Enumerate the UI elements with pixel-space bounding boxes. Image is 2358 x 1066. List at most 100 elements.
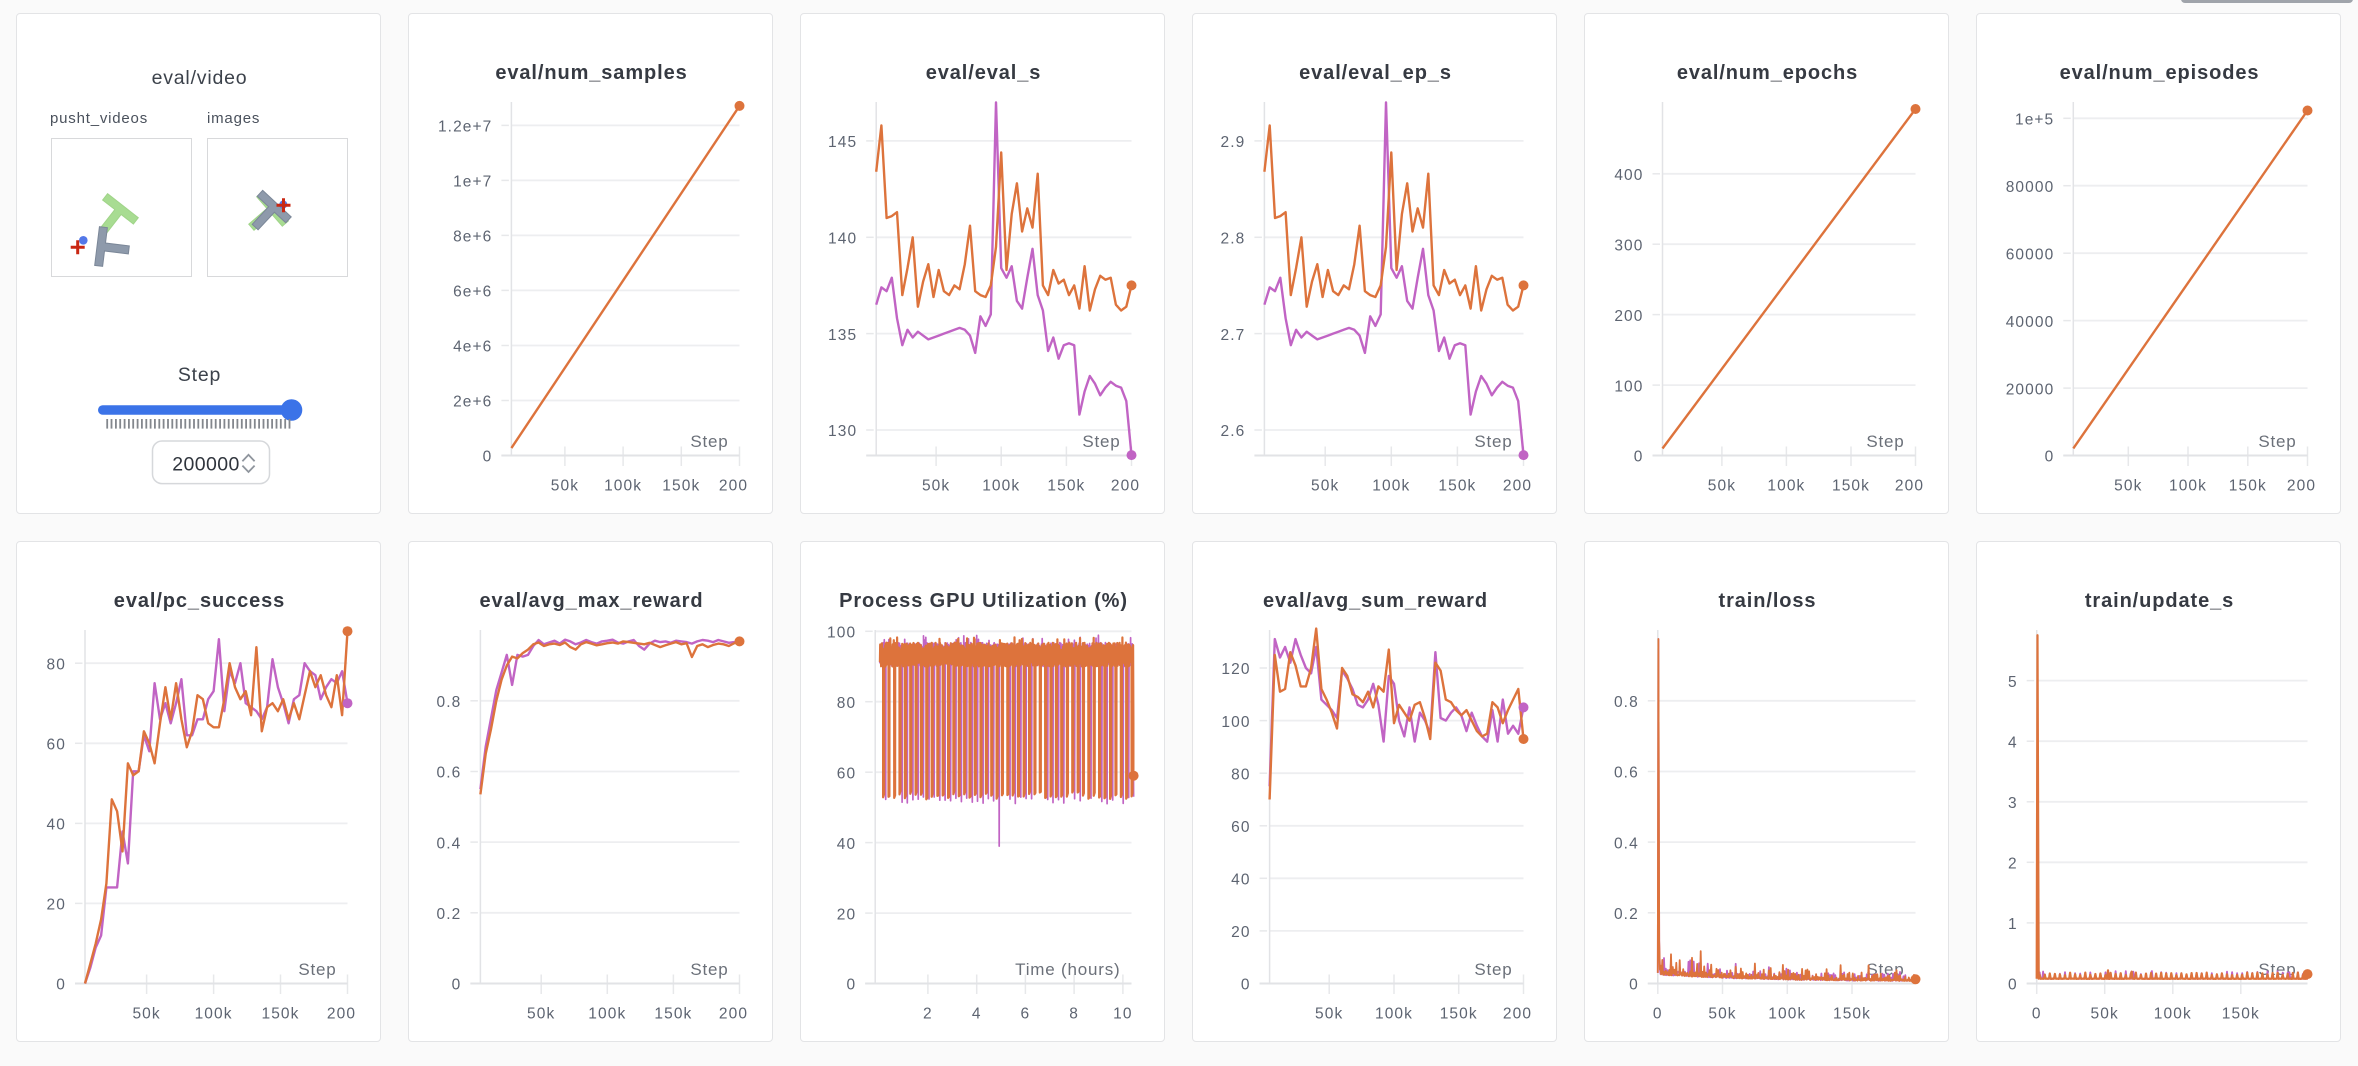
svg-text:80000: 80000 — [2006, 179, 2055, 196]
svg-text:120: 120 — [1221, 661, 1250, 678]
svg-text:50k: 50k — [922, 478, 950, 495]
svg-text:Time (hours): Time (hours) — [1015, 960, 1120, 979]
svg-text:60000: 60000 — [2006, 246, 2055, 263]
svg-text:0: 0 — [1634, 449, 1644, 466]
svg-text:eval/avg_sum_reward: eval/avg_sum_reward — [1263, 590, 1488, 612]
svg-text:100: 100 — [1221, 714, 1250, 731]
svg-text:200: 200 — [719, 1006, 748, 1023]
svg-text:50k: 50k — [527, 1006, 555, 1023]
svg-text:150k: 150k — [2222, 1006, 2260, 1023]
svg-text:40: 40 — [837, 836, 856, 853]
svg-text:0.4: 0.4 — [1614, 835, 1639, 852]
svg-text:0: 0 — [846, 977, 856, 994]
svg-text:60: 60 — [47, 737, 66, 754]
svg-text:2: 2 — [2008, 856, 2018, 873]
svg-text:0: 0 — [452, 977, 462, 994]
svg-text:400: 400 — [1614, 167, 1643, 184]
svg-text:145: 145 — [828, 134, 857, 151]
svg-text:100k: 100k — [1375, 1006, 1413, 1023]
svg-text:0: 0 — [56, 977, 66, 994]
svg-text:40: 40 — [1231, 872, 1250, 889]
svg-text:train/loss: train/loss — [1719, 590, 1817, 612]
svg-text:100k: 100k — [1372, 478, 1410, 495]
svg-text:Step: Step — [1082, 432, 1120, 451]
svg-text:8: 8 — [1069, 1006, 1079, 1023]
svg-text:1: 1 — [2008, 916, 2018, 933]
svg-text:Step: Step — [1866, 432, 1904, 451]
svg-text:50k: 50k — [2114, 478, 2142, 495]
svg-text:20: 20 — [47, 897, 66, 914]
svg-text:0.6: 0.6 — [1614, 765, 1639, 782]
svg-text:Step: Step — [298, 960, 336, 979]
svg-text:150k: 150k — [662, 478, 700, 495]
svg-text:80: 80 — [837, 695, 856, 712]
svg-text:50k: 50k — [1708, 478, 1736, 495]
svg-text:0: 0 — [2045, 449, 2055, 466]
svg-text:2e+6: 2e+6 — [453, 394, 492, 411]
svg-text:50k: 50k — [132, 1006, 160, 1023]
svg-text:0: 0 — [1241, 977, 1251, 994]
svg-text:80: 80 — [47, 656, 66, 673]
svg-text:150k: 150k — [261, 1006, 299, 1023]
svg-text:100k: 100k — [2154, 1006, 2192, 1023]
svg-text:200: 200 — [1614, 308, 1643, 325]
svg-text:4: 4 — [972, 1006, 982, 1023]
svg-text:eval/num_episodes: eval/num_episodes — [2060, 62, 2260, 84]
svg-text:8e+6: 8e+6 — [453, 229, 492, 246]
svg-text:200: 200 — [2287, 478, 2316, 495]
svg-text:4: 4 — [2008, 734, 2018, 751]
svg-text:1e+5: 1e+5 — [2015, 112, 2054, 129]
svg-text:2: 2 — [923, 1006, 933, 1023]
svg-text:10: 10 — [1113, 1006, 1132, 1023]
svg-text:200: 200 — [1895, 478, 1924, 495]
svg-text:0.6: 0.6 — [437, 765, 462, 782]
svg-text:eval/eval_s: eval/eval_s — [926, 62, 1042, 84]
svg-text:135: 135 — [828, 327, 857, 344]
svg-text:Step: Step — [690, 960, 728, 979]
svg-text:0: 0 — [483, 449, 493, 466]
svg-text:200000: 200000 — [172, 454, 239, 476]
svg-text:100k: 100k — [1768, 1006, 1806, 1023]
svg-text:200: 200 — [1503, 478, 1532, 495]
svg-text:50k: 50k — [1708, 1006, 1736, 1023]
svg-text:6e+6: 6e+6 — [453, 284, 492, 301]
svg-text:Process GPU Utilization (%): Process GPU Utilization (%) — [839, 590, 1128, 612]
svg-text:Step: Step — [1474, 960, 1512, 979]
svg-text:200: 200 — [1503, 1006, 1532, 1023]
svg-text:50k: 50k — [1315, 1006, 1343, 1023]
svg-text:0.8: 0.8 — [437, 694, 462, 711]
svg-text:140: 140 — [828, 231, 857, 248]
svg-text:3: 3 — [2008, 795, 2018, 812]
svg-text:1e+7: 1e+7 — [453, 174, 492, 191]
svg-text:0.2: 0.2 — [1614, 906, 1639, 923]
svg-text:150k: 150k — [1832, 478, 1870, 495]
svg-text:300: 300 — [1614, 237, 1643, 254]
svg-text:150k: 150k — [1047, 478, 1085, 495]
svg-text:150k: 150k — [1833, 1006, 1871, 1023]
svg-text:4e+6: 4e+6 — [453, 339, 492, 356]
svg-text:eval/num_epochs: eval/num_epochs — [1677, 62, 1858, 84]
svg-text:Step: Step — [178, 364, 221, 386]
svg-text:eval/avg_max_reward: eval/avg_max_reward — [480, 590, 704, 612]
svg-text:150k: 150k — [2229, 478, 2267, 495]
svg-text:100: 100 — [827, 625, 856, 642]
svg-text:1.2e+7: 1.2e+7 — [438, 119, 492, 136]
svg-text:0.2: 0.2 — [437, 906, 462, 923]
svg-text:Step: Step — [690, 432, 728, 451]
svg-text:100k: 100k — [604, 478, 642, 495]
svg-text:130: 130 — [828, 423, 857, 440]
svg-text:40000: 40000 — [2006, 314, 2055, 331]
svg-text:200: 200 — [1111, 478, 1140, 495]
svg-text:images: images — [207, 110, 260, 127]
svg-text:100k: 100k — [1767, 478, 1805, 495]
svg-text:100: 100 — [1614, 378, 1643, 395]
svg-text:pusht_videos: pusht_videos — [50, 110, 148, 127]
svg-text:2.9: 2.9 — [1221, 134, 1246, 151]
svg-text:200: 200 — [327, 1006, 356, 1023]
svg-text:20: 20 — [837, 906, 856, 923]
svg-text:6: 6 — [1021, 1006, 1031, 1023]
svg-text:100k: 100k — [2169, 478, 2207, 495]
svg-text:20: 20 — [1231, 924, 1250, 941]
svg-text:0: 0 — [1653, 1006, 1663, 1023]
svg-text:eval/num_samples: eval/num_samples — [495, 62, 687, 84]
